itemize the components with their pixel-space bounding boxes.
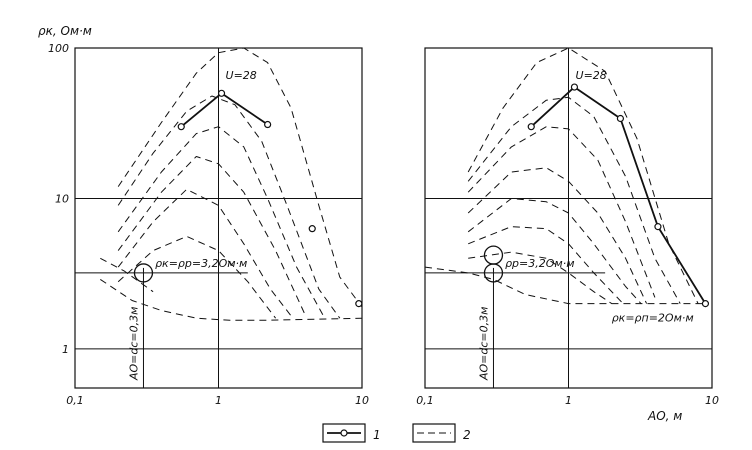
series-dashed-line xyxy=(117,156,306,315)
y-tick-label: 1 xyxy=(62,343,69,356)
series-dashed-line xyxy=(467,167,648,304)
x-tick-label: 1 xyxy=(565,394,572,407)
annotation-rho-label: ρк=ρр=3,2Ом·м xyxy=(155,257,247,270)
annotation-ao-label: АО=dс=0,3м xyxy=(477,307,490,381)
series-dashed-line xyxy=(100,257,154,293)
annotation-rho-label: ρр=3,2Ом·м xyxy=(505,257,574,270)
series-dashed-line xyxy=(117,188,294,319)
data-point xyxy=(616,114,625,123)
data-point xyxy=(177,123,185,131)
left-chart: 0,1 1 10 1 10 100 U=28 ρк=ρр=3,2Ом·м АО=dс=0,3м xyxy=(48,42,369,407)
x-tick-label: 10 xyxy=(705,394,719,407)
data-point xyxy=(217,89,226,97)
data-point xyxy=(654,223,662,231)
legend-label: 2 xyxy=(463,428,471,442)
annotation-u-label: U=28 xyxy=(576,69,607,82)
data-point xyxy=(264,120,272,129)
series-dashed-line xyxy=(117,126,326,319)
legend-label: 1 xyxy=(373,428,381,442)
x-tick-label: 0,1 xyxy=(416,394,434,407)
series-dashed-line xyxy=(467,126,656,298)
x-tick-label: 10 xyxy=(355,394,369,407)
series-dashed-line xyxy=(100,278,363,321)
reference-marker-circle xyxy=(483,245,504,265)
legend-box xyxy=(322,423,366,443)
series-dashed-line xyxy=(468,251,612,305)
series-dashed-line xyxy=(117,47,363,308)
x-axis-label: АО, м xyxy=(647,409,682,423)
legend-box xyxy=(412,423,456,443)
right-chart: 0,1 1 10 U=28 ρр=3,2Ом·м ρк=ρп=2Ом·м АО=dс=0,3… xyxy=(416,47,719,407)
series-dashed-line xyxy=(424,266,706,305)
data-point xyxy=(701,300,710,308)
series-solid-line xyxy=(180,92,269,128)
series-dashed-line xyxy=(467,198,642,304)
series-dashed-line xyxy=(468,226,624,304)
y-tick-label: 10 xyxy=(55,192,69,205)
annotation-ao-label: АО=dс=0,3м xyxy=(127,307,140,381)
x-tick-label: 1 xyxy=(215,394,222,407)
x-tick-label: 0,1 xyxy=(66,394,84,407)
y-tick-label: 100 xyxy=(48,42,69,55)
series-dashed-line xyxy=(117,95,341,319)
annotation-rho-bottom-label: ρк=ρп=2Ом·м xyxy=(612,312,694,325)
data-point xyxy=(570,83,579,91)
legend-marker xyxy=(340,429,348,437)
series-dashed-line xyxy=(467,96,681,304)
annotation-u-label: U=28 xyxy=(226,69,257,82)
data-point xyxy=(308,225,316,233)
reference-marker-circle xyxy=(133,263,154,283)
series-dashed-line xyxy=(117,235,276,319)
data-point xyxy=(355,300,363,308)
y-axis-label: ρк, Ом·м xyxy=(38,24,92,38)
data-point xyxy=(527,123,535,131)
series-dashed-line xyxy=(467,47,699,304)
